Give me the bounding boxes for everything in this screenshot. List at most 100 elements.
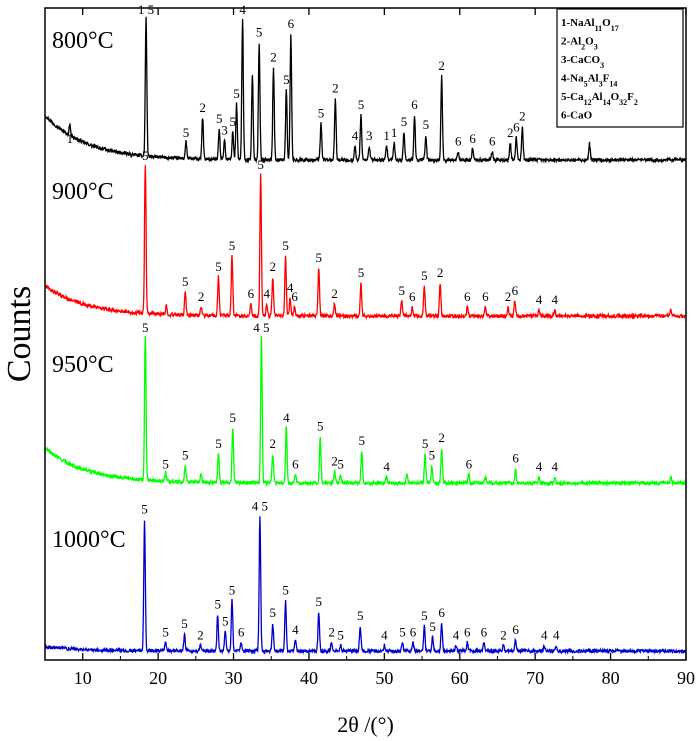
peak-label: 4 (453, 627, 460, 642)
peak-label: 2 (519, 108, 526, 123)
peak-label: 5 (182, 448, 189, 463)
x-tick-label: 50 (375, 668, 393, 688)
peak-label: 6 (513, 120, 520, 135)
peak-label: 2 (331, 286, 338, 301)
series-line-1 (44, 165, 687, 321)
peak-label: 2 (438, 430, 445, 445)
peak-label: 5 (421, 268, 428, 283)
peak-label: 5 (216, 111, 223, 126)
peak-label: 2 (197, 627, 204, 642)
peak-label: 5 (141, 501, 148, 516)
peak-label: 5 (162, 456, 169, 471)
x-tick-label: 20 (149, 668, 167, 688)
peak-label: 2 (438, 58, 445, 73)
peak-label: 2 (500, 627, 507, 642)
peak-label: 5 (422, 436, 429, 451)
legend-entry-6: 6-CaO (561, 110, 593, 122)
y-axis-title: Counts (1, 286, 38, 382)
peak-label: 2 (332, 80, 339, 95)
axes-box (44, 7, 687, 661)
peak-label: 2 (269, 259, 276, 274)
peak-label: 2 (505, 289, 512, 304)
peak-label: 6 (482, 289, 489, 304)
peak-label: 5 (399, 625, 406, 640)
peak-label: 4 (383, 459, 390, 474)
series-line-3 (44, 516, 687, 656)
peak-label: 5 (423, 117, 430, 132)
peak-label: 5 (401, 114, 408, 129)
peak-label: 6 (464, 289, 471, 304)
peak-label: 5 (233, 86, 240, 101)
x-axis-title: 2θ /(°) (337, 712, 394, 737)
peak-label: 5 (429, 619, 436, 634)
peak-label: 4 (352, 128, 359, 143)
peak-label: 5 (282, 238, 289, 253)
peak-label: 5 (162, 625, 169, 640)
peak-label: 4 (552, 292, 559, 307)
peak-label: 5 (183, 125, 190, 140)
peak-label: 4 (292, 622, 299, 637)
x-tick-label: 40 (300, 668, 318, 688)
peak-label: 5 (318, 106, 325, 121)
peak-label: 5 (230, 410, 237, 425)
axes-layer: 10 20 30 40 50 60 70 80 90 2θ /(°) Counts (1, 7, 695, 737)
series-layer (44, 16, 687, 656)
peak-label: 5 (257, 157, 264, 172)
peak-label: 5 (229, 238, 236, 253)
legend: 1-NaAl11O17 2-Al2O3 3-CaCO3 4-Na5Al3F14 5-Ca… (556, 8, 684, 128)
series-line-2 (44, 335, 687, 488)
peak-label: 4 5 (252, 499, 268, 514)
legend-entry-2: 2-Al2O3 (561, 36, 598, 52)
series-temperature-label: 1000°C (52, 527, 126, 553)
peak-label: 2 (198, 289, 205, 304)
peak-label: 5 (337, 456, 344, 471)
peak-label: 6 (438, 605, 445, 620)
peak-label: 6 (464, 625, 471, 640)
peak-label: 1 (391, 125, 398, 140)
peak-label: 4 (287, 280, 294, 295)
peak-label: 4 (536, 292, 543, 307)
peak-label: 4 (541, 627, 548, 642)
series-temperature-label: 950°C (52, 352, 114, 378)
legend-entry-4: 4-Na5Al3F14 (561, 73, 617, 89)
peak-label: 5 (214, 597, 221, 612)
peak-label: 5 (358, 433, 365, 448)
peak-label: 5 (315, 594, 322, 609)
x-tick-label: 70 (526, 668, 544, 688)
peak-label: 2 (437, 265, 444, 280)
peak-label: 6 (512, 622, 519, 637)
peak-label: 1 5 (138, 2, 154, 17)
peak-label: 6 (469, 131, 476, 146)
legend-box (556, 8, 684, 128)
peak-label: 6 (481, 625, 488, 640)
x-tick-label: 90 (677, 668, 695, 688)
peak-label: 6 (512, 283, 519, 298)
peak-label: 2 (507, 125, 514, 140)
peak-label: 1 (67, 131, 74, 146)
peak-label: 5 (215, 259, 222, 274)
peak-label: 5 (182, 274, 189, 289)
peak-label: 4 (536, 459, 543, 474)
peak-label: 6 (466, 456, 473, 471)
x-tick-label: 80 (602, 668, 620, 688)
legend-entry-5: 5-Ca12Al14O32F2 (561, 91, 638, 107)
peak-label: 6 (411, 97, 418, 112)
peak-label: 6 (248, 286, 255, 301)
peak-label: 5 (398, 283, 405, 298)
peak-label: 4 (552, 459, 559, 474)
peak-label: 5 (358, 97, 365, 112)
peak-label: 5 (256, 24, 263, 39)
peak-label: 1 (383, 128, 390, 143)
peak-label: 5 (357, 608, 364, 623)
peak-label: 5 (337, 627, 344, 642)
peak-label: 6 (292, 456, 299, 471)
peak-label: 2 (199, 100, 206, 115)
peak-label: 6 (410, 625, 417, 640)
peak-label: 5 (421, 608, 428, 623)
peak-label: 5 (142, 148, 149, 163)
x-tick-label: 10 (74, 668, 92, 688)
peak-label: 5 (222, 613, 229, 628)
peak-label: 6 (455, 134, 462, 149)
